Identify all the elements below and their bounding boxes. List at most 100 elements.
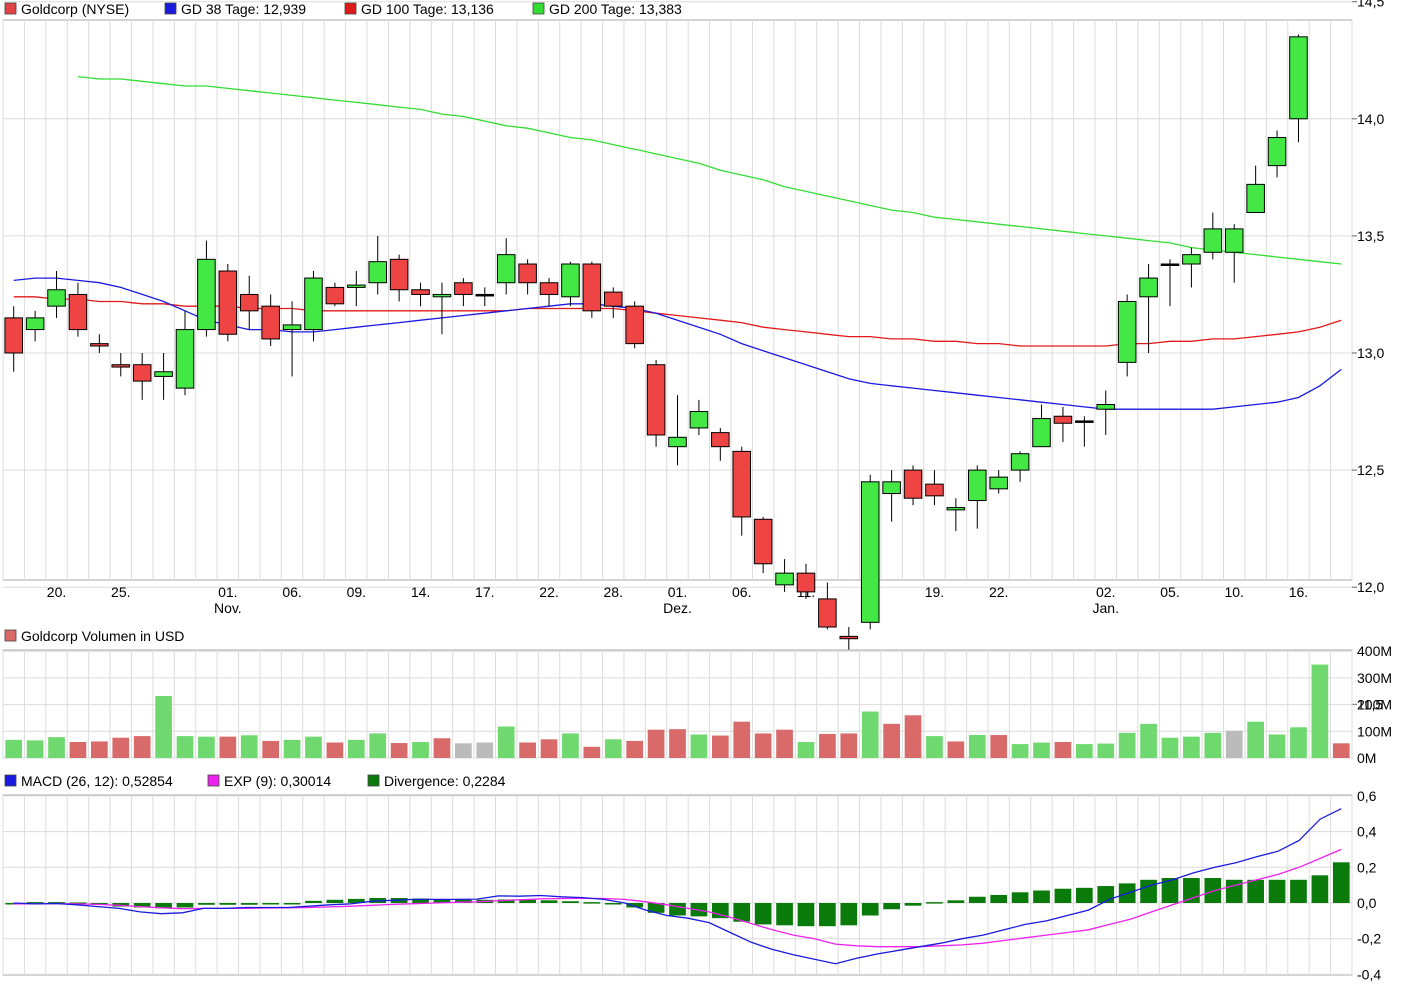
candle-body: [1160, 263, 1180, 267]
volume-bar: [91, 741, 108, 758]
volume-bar: [369, 733, 387, 758]
volume-y-tick-label: 300M: [1357, 670, 1392, 686]
candle-body: [347, 284, 366, 288]
volume-bar: [433, 738, 451, 758]
candle-body: [389, 258, 409, 291]
divergence-bar: [1268, 879, 1286, 903]
date-tick-label: 22.: [989, 584, 1008, 600]
candle-body: [1075, 420, 1094, 423]
volume-y-tick-label: 400M: [1357, 643, 1392, 659]
volume-bar: [1161, 737, 1179, 758]
volume-legend: Goldcorp Volumen in USD: [4, 628, 184, 644]
divergence-bar: [840, 903, 858, 926]
macd-y-tick-label: 0,6: [1357, 788, 1377, 804]
volume-bar: [519, 742, 536, 758]
volume-bar: [926, 736, 943, 758]
volume-bar: [1033, 742, 1050, 758]
volume-bar: [176, 736, 194, 758]
divergence-bar: [754, 903, 772, 925]
volume-bar: [733, 721, 751, 758]
legend-swatch: [164, 2, 177, 15]
volume-bar: [133, 736, 151, 758]
candle-body: [539, 282, 559, 295]
candle-body: [925, 483, 944, 497]
macd-line: [13, 808, 1342, 965]
candle-body: [625, 305, 644, 345]
date-tick-label: 01.: [668, 584, 687, 600]
volume-bar: [240, 735, 258, 758]
volume-bar: [947, 741, 965, 758]
candle-body: [732, 450, 752, 518]
divergence-bar: [647, 903, 665, 913]
candle-body: [325, 286, 345, 305]
volume-bar: [1204, 732, 1222, 758]
candle-body: [1139, 277, 1158, 298]
divergence-bar: [1097, 886, 1115, 903]
date-tick-label: 16.: [1289, 584, 1308, 600]
date-tick-label: 28.: [604, 584, 623, 600]
macd-y-tick-label: 0,0: [1357, 895, 1377, 911]
candle-body: [1117, 300, 1137, 363]
candle-body: [903, 469, 923, 499]
candle-body: [989, 476, 1008, 490]
candle-body: [197, 258, 216, 331]
volume-bar: [476, 742, 494, 758]
legend-swatch: [532, 2, 545, 15]
volume-bar: [1268, 734, 1286, 758]
divergence-bar: [711, 903, 729, 919]
month-label: Nov.: [214, 600, 242, 616]
legend-label: Goldcorp Volumen in USD: [21, 628, 184, 644]
divergence-bar: [519, 899, 536, 903]
volume-bar: [604, 739, 622, 758]
candle-body: [753, 518, 773, 565]
macd-y-tick-label: -0,2: [1357, 931, 1381, 947]
volume-bar: [69, 741, 87, 758]
volume-bar: [1054, 741, 1072, 758]
price-legend: Goldcorp (NYSE) GD 38 Tage: 12,939 GD 100 …: [4, 1, 682, 17]
volume-bar: [455, 743, 472, 758]
divergence-bar: [583, 902, 601, 904]
candle-body: [946, 507, 966, 511]
candle-body: [432, 293, 452, 298]
price-y-tick-label: 12,5: [1357, 462, 1384, 478]
candle-body: [1289, 36, 1308, 120]
candle-body: [796, 572, 816, 593]
divergence-bar: [326, 899, 344, 903]
divergence-bar: [433, 899, 451, 903]
volume-bar: [1183, 736, 1200, 758]
candle-body: [518, 263, 537, 284]
divergence-bar: [1054, 888, 1072, 903]
volume-bar: [1247, 721, 1264, 758]
divergence-bar: [497, 899, 515, 903]
divergence-bar: [69, 902, 87, 904]
volume-bar: [219, 736, 237, 758]
divergence-bar: [776, 903, 793, 926]
volume-bar: [626, 740, 644, 758]
divergence-bar: [262, 903, 280, 905]
divergence-bar: [412, 898, 429, 903]
date-tick-label: 05.: [1160, 584, 1179, 600]
volume-bar: [5, 739, 23, 758]
date-tick-label: 01.: [218, 584, 237, 600]
divergence-bar: [926, 902, 943, 904]
price-y-tick-label: 12,0: [1357, 579, 1384, 595]
candle-body: [368, 261, 388, 284]
month-label: Jan.: [1093, 600, 1119, 616]
volume-bar: [390, 743, 408, 758]
divergence-bar: [1311, 875, 1329, 903]
divergence-bar: [1140, 879, 1157, 903]
candle-body: [411, 289, 430, 295]
candle-body: [175, 329, 195, 389]
volume-bar: [412, 741, 429, 758]
volume-bar: [1097, 743, 1115, 758]
price-y-tick-label: 11,5: [1357, 696, 1383, 712]
divergence-bar: [1075, 887, 1093, 903]
volume-bar: [797, 741, 815, 758]
divergence-bar: [347, 898, 365, 903]
price-panel: 11,512,012,513,013,514,014,515,015,520.2…: [2, 0, 1384, 712]
date-tick-label: 25.: [111, 584, 130, 600]
candle-body: [261, 305, 280, 340]
candle-body: [839, 635, 859, 640]
macd-y-tick-label: 0,4: [1357, 824, 1377, 840]
